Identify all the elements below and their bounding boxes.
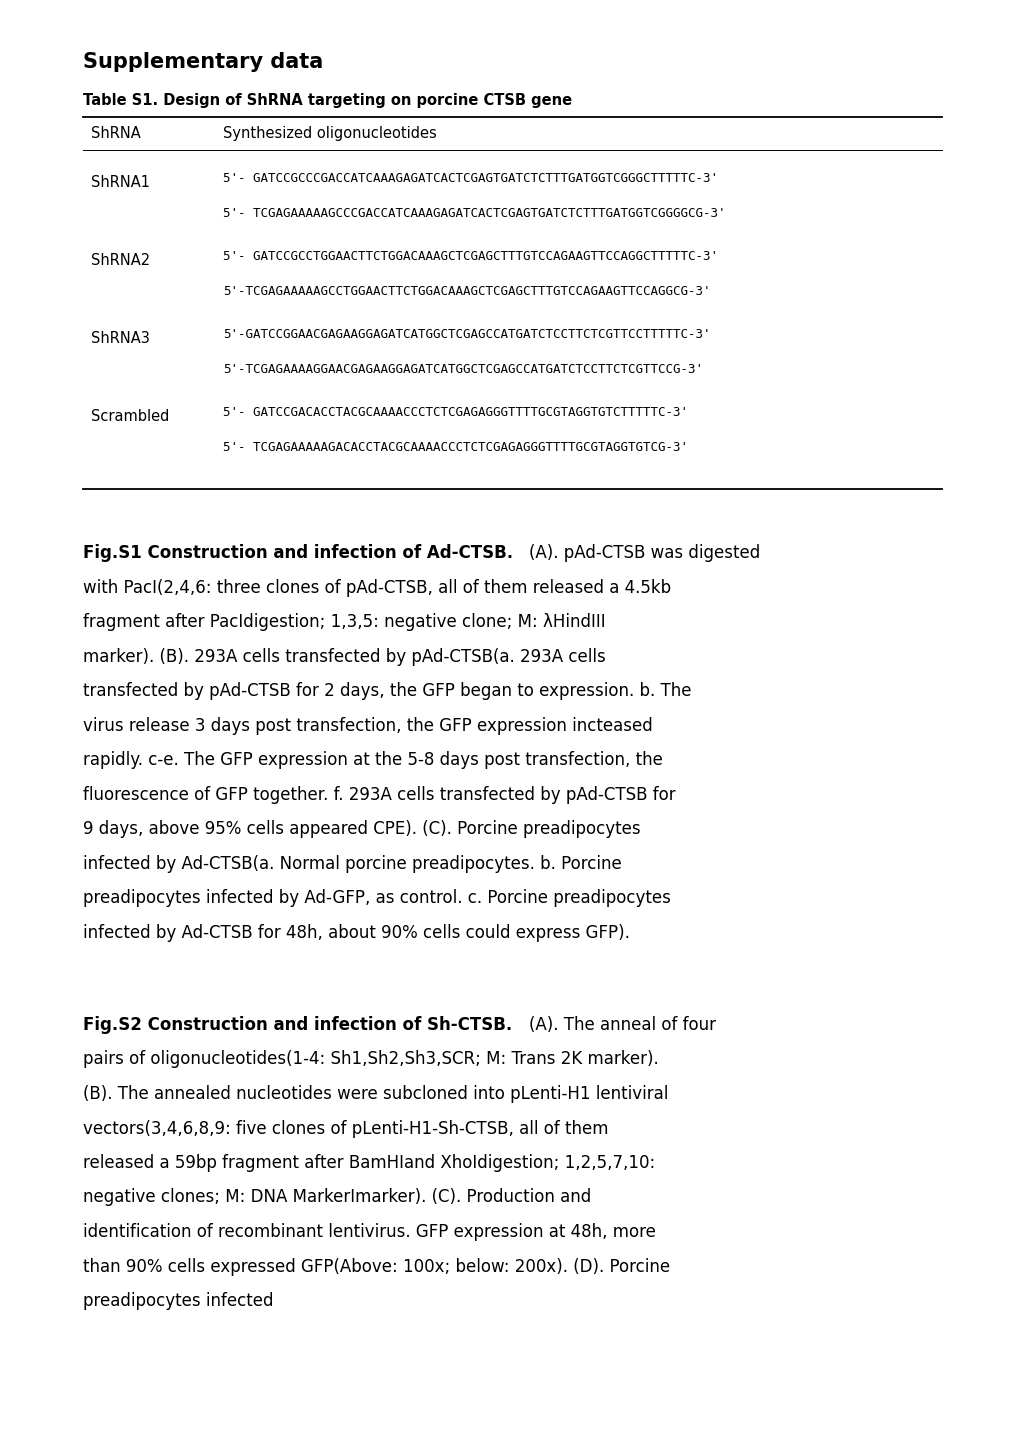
Text: 5'- GATCCGACACCTACGCAAAACCCTCTCGAGAGGGTTTTGCGTAGGTGTCTTTTTC-3': 5'- GATCCGACACCTACGCAAAACCCTCTCGAGAGGGTT…	[223, 405, 688, 418]
Text: 5'- TCGAGAAAAAGACACCTACGCAAAACCCTCTCGAGAGGGTTTTGCGTAGGTGTCG-3': 5'- TCGAGAAAAAGACACCTACGCAAAACCCTCTCGAGA…	[223, 442, 688, 455]
Text: 9 days, above 95% cells appeared CPE). (C). Porcine preadipocytes: 9 days, above 95% cells appeared CPE). (…	[83, 820, 640, 838]
Text: (A). pAd-CTSB was digested: (A). pAd-CTSB was digested	[529, 544, 760, 561]
Text: ShRNA2: ShRNA2	[91, 253, 150, 268]
Text: (B). The annealed nucleotides were subcloned into pLenti-H1 lentiviral: (B). The annealed nucleotides were subcl…	[83, 1085, 667, 1102]
Text: preadipocytes infected: preadipocytes infected	[83, 1291, 273, 1310]
Text: Table S1. Design of ShRNA targeting on porcine CTSB gene: Table S1. Design of ShRNA targeting on p…	[83, 92, 572, 108]
Text: transfected by pAd-CTSB for 2 days, the GFP began to expression. b. The: transfected by pAd-CTSB for 2 days, the …	[83, 683, 691, 700]
Text: identification of recombinant lentivirus. GFP expression at 48h, more: identification of recombinant lentivirus…	[83, 1224, 655, 1241]
Text: 5'- TCGAGAAAAAGCCCGACCATCAAAGAGATCACTCGAGTGATCTCTTTGATGGTCGGGGCG-3': 5'- TCGAGAAAAAGCCCGACCATCAAAGAGATCACTCGA…	[223, 206, 725, 219]
Text: released a 59bp fragment after BamHIand XhoIdigestion; 1,2,5,7,10:: released a 59bp fragment after BamHIand …	[83, 1154, 654, 1172]
Text: pairs of oligonucleotides(1-4: Sh1,Sh2,Sh3,SCR; M: Trans 2K marker).: pairs of oligonucleotides(1-4: Sh1,Sh2,S…	[83, 1051, 658, 1068]
Text: ShRNA1: ShRNA1	[91, 175, 150, 190]
Text: Scrambled: Scrambled	[91, 408, 169, 424]
Text: virus release 3 days post transfection, the GFP expression incteased: virus release 3 days post transfection, …	[83, 717, 652, 734]
Text: 5'- GATCCGCCCGACCATCAAAGAGATCACTCGAGTGATCTCTTTGATGGTCGGGCTTTTTC-3': 5'- GATCCGCCCGACCATCAAAGAGATCACTCGAGTGAT…	[223, 172, 717, 185]
Text: Supplementary data: Supplementary data	[83, 52, 323, 72]
Text: marker). (B). 293A cells transfected by pAd-CTSB(a. 293A cells: marker). (B). 293A cells transfected by …	[83, 648, 605, 665]
Text: vectors(3,4,6,8,9: five clones of pLenti-H1-Sh-CTSB, all of them: vectors(3,4,6,8,9: five clones of pLenti…	[83, 1120, 608, 1137]
Text: Fig.S2 Construction and infection of Sh-CTSB.: Fig.S2 Construction and infection of Sh-…	[83, 1016, 512, 1035]
Text: infected by Ad-CTSB for 48h, about 90% cells could express GFP).: infected by Ad-CTSB for 48h, about 90% c…	[83, 924, 630, 941]
Text: fragment after PacIdigestion; 1,3,5: negative clone; M: λHindIII: fragment after PacIdigestion; 1,3,5: neg…	[83, 613, 605, 631]
Text: fluorescence of GFP together. f. 293A cells transfected by pAd-CTSB for: fluorescence of GFP together. f. 293A ce…	[83, 785, 675, 804]
Text: ShRNA: ShRNA	[91, 126, 141, 141]
Text: than 90% cells expressed GFP(Above: 100x; below: 200x). (D). Porcine: than 90% cells expressed GFP(Above: 100x…	[83, 1257, 669, 1276]
Text: 5'- GATCCGCCTGGAACTTCTGGACAAAGCTCGAGCTTTGTCCAGAAGTTCCAGGCTTTTTC-3': 5'- GATCCGCCTGGAACTTCTGGACAAAGCTCGAGCTTT…	[223, 250, 717, 263]
Text: 5'-TCGAGAAAAGGAACGAGAAGGAGATCATGGCTCGAGCCATGATCTCCTTCTCGTTCCG-3': 5'-TCGAGAAAAGGAACGAGAAGGAGATCATGGCTCGAGC…	[223, 364, 702, 377]
Text: ShRNA3: ShRNA3	[91, 330, 150, 346]
Text: Fig.S1 Construction and infection of Ad-CTSB.: Fig.S1 Construction and infection of Ad-…	[83, 544, 513, 561]
Text: with PacI(2,4,6: three clones of pAd-CTSB, all of them released a 4.5kb: with PacI(2,4,6: three clones of pAd-CTS…	[83, 579, 671, 596]
Text: Synthesized oligonucleotides: Synthesized oligonucleotides	[223, 126, 436, 141]
Text: infected by Ad-CTSB(a. Normal porcine preadipocytes. b. Porcine: infected by Ad-CTSB(a. Normal porcine pr…	[83, 854, 622, 873]
Text: (A). The anneal of four: (A). The anneal of four	[529, 1016, 715, 1035]
Text: rapidly. c-e. The GFP expression at the 5-8 days post transfection, the: rapidly. c-e. The GFP expression at the …	[83, 750, 662, 769]
Text: 5'-GATCCGGAACGAGAAGGAGATCATGGCTCGAGCCATGATCTCCTTCTCGTTCCTTTTTC-3': 5'-GATCCGGAACGAGAAGGAGATCATGGCTCGAGCCATG…	[223, 328, 710, 341]
Text: negative clones; M: DNA MarkerImarker). (C). Production and: negative clones; M: DNA MarkerImarker). …	[83, 1189, 591, 1206]
Text: preadipocytes infected by Ad-GFP, as control. c. Porcine preadipocytes: preadipocytes infected by Ad-GFP, as con…	[83, 889, 671, 908]
Text: 5'-TCGAGAAAAAGCCTGGAACTTCTGGACAAAGCTCGAGCTTTGTCCAGAAGTTCCAGGCG-3': 5'-TCGAGAAAAAGCCTGGAACTTCTGGACAAAGCTCGAG…	[223, 286, 710, 299]
